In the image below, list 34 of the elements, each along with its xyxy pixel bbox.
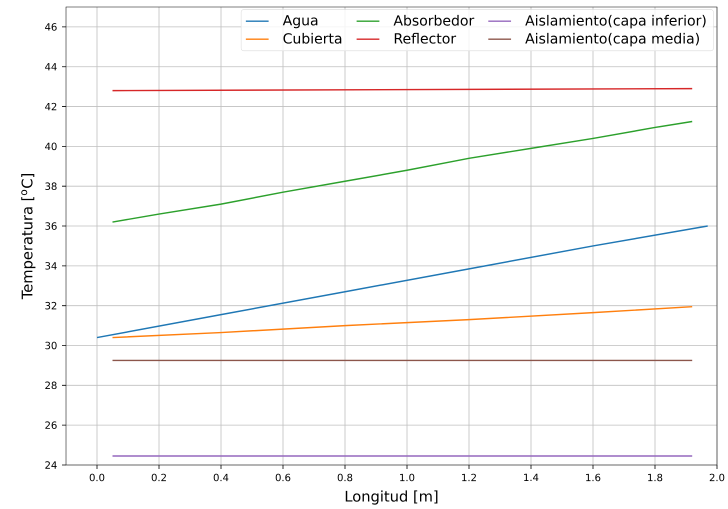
legend-label: Aislamiento(capa inferior) xyxy=(525,14,706,28)
y-tick-label: 44 xyxy=(45,63,57,70)
y-tick-label: 34 xyxy=(45,262,57,270)
y-tick-label: 26 xyxy=(45,421,57,429)
y-axis-title: Temperatura [$^{o}$C] xyxy=(21,174,36,300)
y-tick-label: 36 xyxy=(45,222,57,230)
y-tick-label: 46 xyxy=(45,23,57,31)
legend-label: Cubierta xyxy=(283,32,342,44)
x-tick-label: 0.4 xyxy=(214,474,228,482)
legend-label: Aislamiento(capa media) xyxy=(525,32,699,46)
line-series xyxy=(112,306,693,338)
legend-label: Absorbedor xyxy=(394,14,474,26)
x-tick-label: 0.8 xyxy=(338,474,352,482)
x-tick-label: 1.6 xyxy=(586,474,600,482)
legend-label: Agua xyxy=(282,15,318,28)
y-tick-label: 40 xyxy=(45,142,57,150)
x-axis-title: Longitud [m] xyxy=(346,490,438,505)
y-tick-label: 30 xyxy=(45,342,57,350)
y-tick-label: 42 xyxy=(45,102,56,110)
x-tick-label: 1.0 xyxy=(400,474,414,482)
y-tick-label: 28 xyxy=(45,382,57,390)
y-tick-label: 24 xyxy=(45,461,57,469)
x-tick-label: 2.0 xyxy=(710,474,724,482)
x-tick-label: 1.2 xyxy=(462,474,476,482)
x-tick-label: 1.8 xyxy=(648,474,662,482)
x-tick-label: 0.0 xyxy=(90,474,104,482)
x-tick-label: 0.2 xyxy=(152,474,166,482)
y-tick-label: 38 xyxy=(45,182,57,190)
legend-label: Reflector xyxy=(394,32,456,44)
x-tick-label: 1.4 xyxy=(524,474,538,481)
x-tick-label: 0.6 xyxy=(276,474,290,482)
line-series xyxy=(112,120,693,223)
line-series xyxy=(96,225,708,338)
y-tick-label: 32 xyxy=(45,302,56,310)
